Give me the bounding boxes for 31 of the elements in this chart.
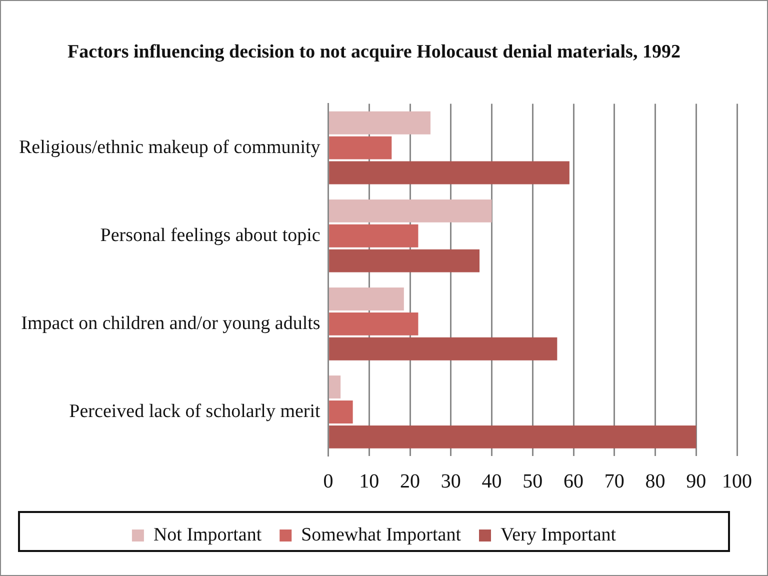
x-tick-label: 50 [522, 470, 543, 492]
x-tick-label: 90 [686, 470, 706, 492]
chart-title: Factors influencing decision to not acquire Holocaust denial materials, 1992 [68, 41, 680, 62]
x-tick-label: 20 [400, 470, 420, 492]
x-tick-label: 10 [359, 470, 380, 492]
bar [329, 312, 418, 336]
bar [329, 136, 392, 160]
x-tick-label: 40 [482, 470, 502, 492]
bar [329, 224, 418, 248]
legend-label: Very Important [500, 524, 617, 546]
y-tick-label: Religious/ethnic makeup of community [18, 136, 321, 158]
bar [329, 288, 404, 310]
bar [329, 400, 353, 424]
legend-label: Somewhat Important [301, 524, 462, 546]
legend-label: Not Important [153, 524, 262, 546]
bar [329, 199, 492, 222]
x-tick-label: 30 [440, 470, 461, 492]
bar [329, 249, 480, 272]
x-tick-label: 70 [604, 470, 624, 492]
y-tick-label: Perceived lack of scholarly merit [69, 400, 322, 422]
y-tick-label: Personal feelings about topic [100, 224, 320, 246]
x-tick-label: 100 [722, 470, 752, 492]
y-tick-label: Impact on children and/or young adults [21, 312, 320, 334]
bar [329, 161, 570, 184]
bar [329, 111, 430, 134]
bar [329, 337, 558, 360]
x-tick-label: 0 [323, 470, 334, 492]
bar [329, 425, 696, 448]
x-tick-label: 80 [645, 470, 666, 492]
bar [329, 376, 341, 399]
x-tick-label: 60 [564, 470, 584, 492]
